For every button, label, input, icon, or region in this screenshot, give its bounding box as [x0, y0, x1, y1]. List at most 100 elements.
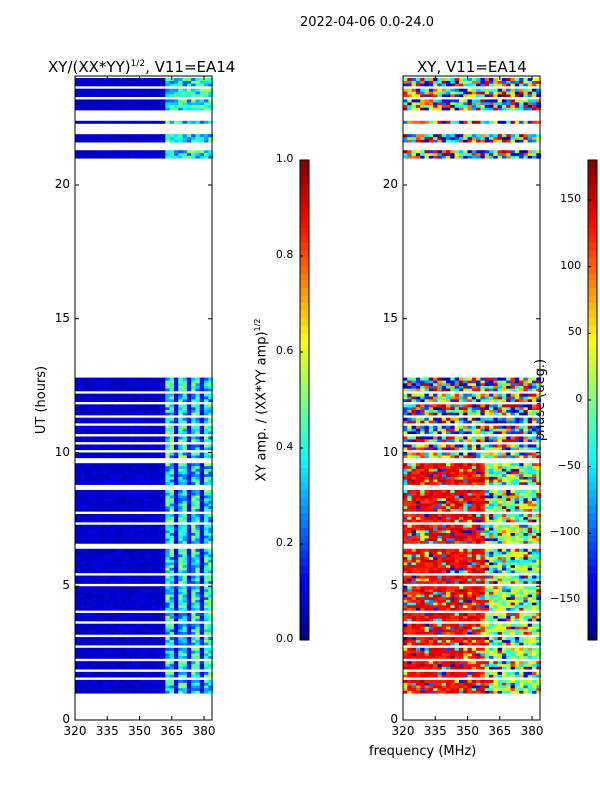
amp-heatmap-cell — [191, 447, 196, 451]
phase-heatmap-cell — [514, 655, 520, 659]
amp-heatmap-cell — [105, 388, 110, 392]
amp-heatmap-cell — [195, 591, 201, 595]
amp-heatmap-cell — [208, 642, 213, 646]
amp-heatmap-cell — [191, 613, 196, 616]
phase-heatmap-cell — [437, 599, 443, 603]
amp-heatmap-cell — [191, 626, 196, 630]
amp-heatmap-cell — [135, 554, 140, 558]
amp-heatmap-cell — [208, 674, 213, 678]
phase-heatmap-cell — [403, 594, 408, 598]
amp-heatmap-cell — [182, 420, 188, 424]
amp-heatmap-cell — [109, 393, 115, 397]
phase-heatmap-cell — [523, 682, 529, 686]
amp-heatmap-cell — [199, 586, 205, 590]
phase-heatmap-cell — [489, 666, 494, 670]
phase-heatmap-cell — [493, 607, 498, 611]
amp-heatmap-cell — [75, 404, 80, 408]
amp-heatmap-cell — [109, 481, 115, 485]
phase-heatmap-cell — [471, 671, 477, 675]
amp-heatmap-cell — [139, 139, 145, 143]
amp-heatmap-cell — [96, 623, 102, 627]
phase-heatmap-cell — [463, 687, 468, 691]
amp-heatmap-cell — [204, 407, 209, 410]
amp-heatmap-cell — [79, 428, 84, 432]
phase-heatmap-cell — [527, 613, 533, 616]
amp-heatmap-cell — [100, 516, 106, 520]
amp-heatmap-cell — [118, 575, 123, 579]
amp-heatmap-cell — [79, 465, 84, 469]
amp-heatmap-cell — [182, 481, 188, 485]
amp-heatmap-cell — [96, 506, 102, 509]
phase-heatmap-cell — [476, 607, 481, 611]
phase-heatmap-cell — [527, 559, 533, 563]
amp-heatmap-cell — [113, 91, 119, 95]
amp-heatmap-cell — [75, 540, 80, 544]
phase-heatmap-cell — [458, 554, 464, 558]
amp-heatmap-cell — [96, 532, 102, 536]
amp-heatmap-cell — [161, 380, 166, 384]
amp-heatmap-cell — [143, 532, 149, 536]
amp-heatmap-cell — [204, 637, 209, 641]
amp-heatmap-cell — [79, 473, 84, 477]
amp-heatmap-cell — [165, 516, 170, 520]
amp-heatmap-cell — [208, 417, 213, 421]
phase-heatmap-cell — [532, 615, 537, 619]
amp-heatmap-cell — [191, 99, 196, 103]
amp-heatmap-cell — [75, 136, 80, 140]
phase-heatmap-cell — [519, 682, 524, 686]
phase-heatmap-cell — [519, 551, 524, 555]
phase-heatmap-cell — [510, 554, 516, 558]
amp-heatmap-cell — [173, 139, 179, 143]
phase-heatmap-cell — [437, 564, 443, 568]
phase-heatmap-cell — [480, 650, 486, 654]
phase-heatmap-cell — [420, 637, 425, 641]
amp-heatmap-cell — [135, 599, 140, 603]
amp-heatmap-cell — [118, 412, 123, 416]
amp-heatmap-cell — [92, 471, 97, 475]
phase-heatmap-cell — [458, 674, 464, 678]
amp-heatmap-cell — [152, 674, 158, 678]
amp-heatmap-cell — [118, 139, 123, 143]
amp-heatmap-cell — [126, 436, 132, 440]
phase-heatmap-cell — [480, 578, 486, 582]
phase-heatmap-cell — [450, 580, 455, 584]
amp-heatmap-cell — [75, 661, 80, 665]
phase-heatmap-cell — [433, 586, 438, 590]
amp-heatmap-cell — [173, 495, 179, 499]
amp-heatmap-cell — [208, 639, 213, 643]
phase-heatmap-cell — [458, 653, 464, 657]
amp-heatmap-cell — [83, 500, 89, 504]
amp-heatmap-cell — [208, 382, 213, 386]
amp-heatmap-cell — [161, 417, 166, 421]
amp-heatmap-cell — [92, 497, 97, 501]
phase-heatmap-cell — [476, 580, 481, 584]
amp-heatmap-cell — [96, 136, 102, 140]
phase-heatmap-cell — [415, 642, 421, 646]
amp-heatmap-cell — [204, 150, 209, 154]
amp-heatmap-cell — [152, 99, 158, 103]
amp-heatmap-cell — [126, 559, 132, 563]
amp-heatmap-cell — [105, 599, 110, 603]
amp-heatmap-cell — [83, 399, 89, 402]
amp-heatmap-cell — [109, 506, 115, 509]
amp-heatmap-cell — [92, 104, 97, 108]
amp-heatmap-cell — [75, 88, 80, 92]
phase-heatmap-cell — [428, 690, 434, 694]
amp-heatmap-cell — [148, 679, 153, 683]
amp-heatmap-cell — [173, 83, 179, 87]
amp-heatmap-cell — [191, 562, 196, 566]
phase-heatmap-cell — [536, 663, 541, 667]
amp-heatmap-cell — [182, 425, 188, 429]
amp-heatmap-cell — [96, 452, 102, 456]
phase-heatmap-cell — [403, 591, 408, 595]
amp-heatmap-cell — [182, 642, 188, 646]
amp-heatmap-cell — [208, 629, 213, 633]
amp-heatmap-cell — [118, 476, 123, 480]
amp-heatmap-cell — [173, 481, 179, 485]
amp-heatmap-cell — [152, 107, 158, 111]
amp-heatmap-cell — [178, 653, 183, 657]
amp-heatmap-cell — [199, 425, 205, 429]
phase-heatmap-cell — [446, 613, 451, 616]
amp-heatmap-cell — [178, 607, 183, 611]
amp-heatmap-cell — [122, 551, 127, 555]
